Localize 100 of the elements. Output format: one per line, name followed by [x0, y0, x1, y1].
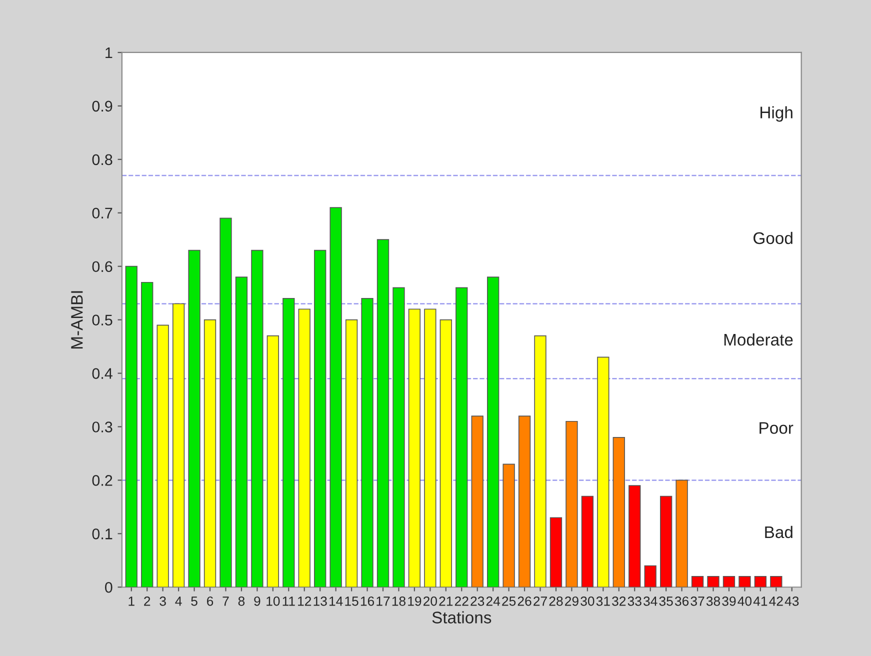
bar [345, 319, 358, 588]
x-tick-label: 40 [738, 596, 752, 606]
bar [612, 437, 625, 588]
bar [471, 416, 484, 588]
bar [330, 207, 342, 588]
y-tick-label: 0.3 [92, 422, 112, 432]
x-tick-label: 22 [454, 596, 468, 606]
y-tick-label: 0 [105, 582, 112, 593]
x-tick-label: 23 [470, 596, 484, 606]
x-tick-label: 4 [175, 596, 182, 606]
x-tick-label: 43 [784, 596, 799, 606]
bar [518, 416, 531, 588]
bar [581, 496, 594, 588]
x-tick-label: 16 [360, 596, 374, 606]
x-tick-label: 39 [722, 596, 736, 606]
bar [628, 485, 641, 588]
x-tick-label: 9 [254, 596, 260, 606]
bar [660, 496, 672, 588]
x-tick-label: 41 [753, 596, 768, 606]
bar [534, 335, 546, 588]
bar [738, 576, 751, 588]
bar [691, 576, 704, 588]
y-tick-label: 0.5 [92, 314, 112, 326]
bar [220, 218, 232, 588]
x-tick-label: 26 [518, 596, 532, 606]
x-tick-label: 38 [706, 596, 720, 606]
x-tick-label: 42 [769, 596, 783, 606]
y-axis-title: M-AMBI [71, 291, 83, 349]
bar [644, 565, 656, 588]
bar [566, 420, 578, 588]
x-tick-label: 14 [329, 596, 343, 606]
x-tick-label: 13 [314, 596, 327, 606]
y-tick-label: 0.6 [92, 261, 112, 272]
bar [298, 308, 310, 588]
x-tick-label: 7 [222, 596, 229, 606]
x-tick-label: 33 [628, 596, 642, 606]
x-tick-label: 8 [238, 596, 245, 606]
annotation: Moderate [724, 333, 793, 346]
x-tick-label: 21 [439, 596, 453, 606]
bar [266, 335, 279, 588]
x-tick-label: 28 [549, 596, 563, 606]
bar [707, 576, 720, 588]
x-tick-label: 31 [596, 596, 610, 606]
x-tick-label: 6 [207, 596, 214, 606]
bar [141, 282, 154, 588]
bar [282, 298, 295, 588]
bar [172, 303, 185, 588]
bar [597, 356, 610, 588]
bar [502, 464, 515, 588]
x-tick-label: 37 [690, 596, 704, 606]
x-tick-label: 25 [502, 596, 516, 606]
bar [550, 517, 562, 588]
bar [722, 576, 736, 588]
x-tick-label: 20 [424, 596, 437, 606]
x-tick-label: 11 [282, 596, 295, 606]
x-tick-label: 19 [408, 596, 422, 606]
x-tick-label: 29 [565, 596, 578, 606]
y-tick-label: 0.1 [92, 528, 112, 540]
bar [361, 298, 374, 588]
x-tick-label: 30 [580, 596, 594, 606]
x-tick-label: 17 [376, 596, 390, 606]
bar [676, 480, 688, 588]
bar [392, 287, 405, 588]
x-tick-label: 15 [345, 596, 358, 606]
x-tick-label: 27 [534, 596, 547, 606]
x-tick-label: 12 [298, 596, 312, 606]
y-tick-label: 0.4 [92, 368, 112, 379]
annotation: Good [754, 232, 792, 244]
y-tick-label: 0.9 [92, 100, 112, 112]
x-tick-label: 18 [392, 596, 406, 606]
x-tick-label: 32 [612, 596, 626, 606]
bar [770, 576, 782, 588]
annotation: High [760, 106, 792, 122]
bar [156, 324, 169, 588]
x-tick-label: 35 [659, 596, 673, 606]
y-tick-label: 0.2 [92, 475, 112, 486]
x-axis-title: Stations [432, 611, 492, 624]
bar [424, 308, 436, 588]
x-tick-label: 3 [160, 596, 166, 606]
x-tick-label: 34 [644, 596, 658, 606]
y-tick-label: 0.8 [92, 154, 112, 166]
y-tick-label: 0.7 [92, 208, 112, 219]
x-tick-label: 1 [128, 596, 134, 606]
annotation: Poor [760, 422, 794, 434]
bar [440, 319, 452, 588]
x-tick-label: 5 [191, 596, 198, 606]
bar [235, 276, 248, 588]
bar [408, 308, 421, 588]
bar [204, 319, 216, 588]
bar [376, 239, 390, 588]
bar [314, 250, 326, 588]
x-tick-label: 36 [674, 596, 689, 606]
bar [125, 266, 138, 588]
bar [456, 287, 468, 588]
bar [754, 576, 767, 588]
x-tick-label: 10 [266, 596, 280, 606]
x-tick-label: 24 [486, 596, 500, 606]
bar [487, 276, 500, 588]
annotation: Bad [765, 526, 792, 538]
x-tick-label: 2 [144, 596, 150, 606]
